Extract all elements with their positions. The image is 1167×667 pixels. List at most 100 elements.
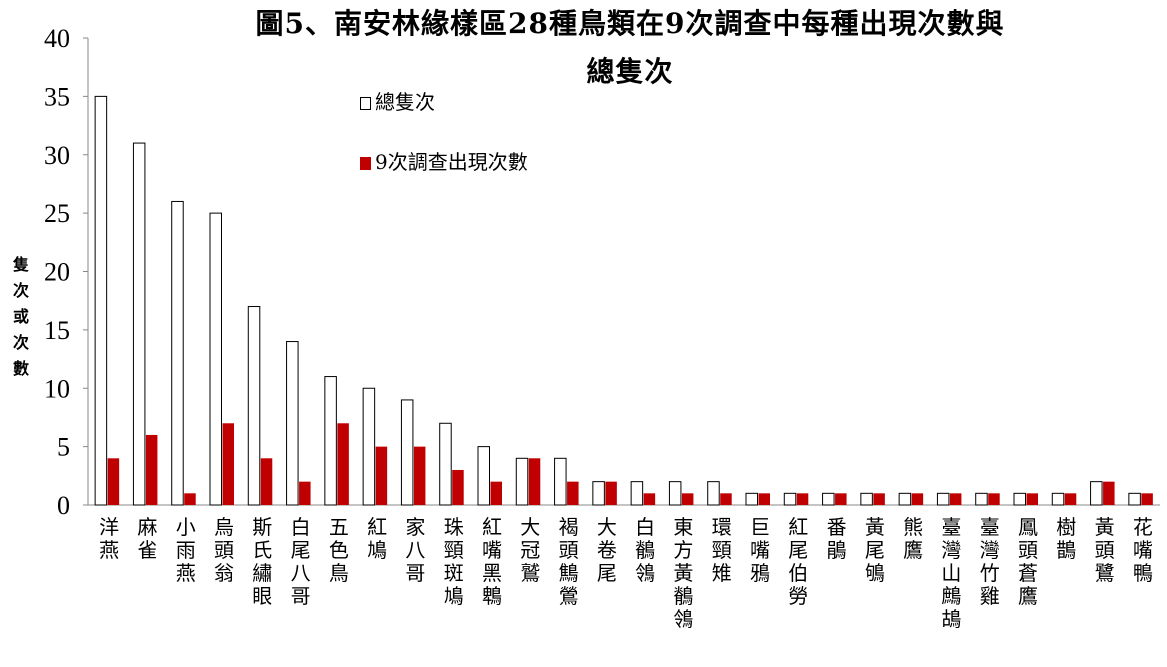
bar-total bbox=[1051, 492, 1065, 506]
bar-total bbox=[975, 492, 988, 506]
x-tick-label-char: 尾 bbox=[788, 538, 808, 562]
x-tick-label-char: 頭 bbox=[1018, 538, 1038, 562]
x-tick-label-char: 紅 bbox=[788, 515, 808, 539]
bar-total bbox=[860, 492, 873, 506]
x-tick-label-char: 八 bbox=[405, 538, 425, 562]
bar-total bbox=[439, 422, 452, 506]
x-tick-label-char: 鴨 bbox=[1133, 561, 1153, 585]
y-tick-label: 5 bbox=[57, 433, 70, 462]
bar-total bbox=[515, 457, 529, 506]
x-tick-label-char: 黃 bbox=[673, 561, 693, 585]
x-tick-label-char: 嘴 bbox=[750, 538, 770, 562]
x-tick-label-char: 鴒 bbox=[635, 561, 655, 585]
x-tick-label-char: 紅 bbox=[482, 515, 502, 539]
x-tick-label-char: 花 bbox=[1133, 515, 1153, 539]
x-tick-label-char: 鷦 bbox=[559, 561, 579, 585]
y-tick-label: 15 bbox=[44, 316, 70, 345]
x-tick-label-char: 頭 bbox=[214, 538, 234, 562]
x-tick-label-char: 灣 bbox=[941, 538, 961, 562]
bar-occurrence bbox=[988, 493, 1000, 505]
x-tick-label-char: 鷹 bbox=[903, 538, 923, 562]
bar-occurrence bbox=[337, 423, 349, 505]
x-tick-label-char: 頭 bbox=[559, 538, 579, 562]
x-tick-label-char: 鷓 bbox=[941, 584, 961, 608]
x-tick-label-char: 鵑 bbox=[827, 538, 847, 562]
x-tick-label-char: 嘴 bbox=[482, 538, 502, 562]
x-tick-label-char: 鴝 bbox=[865, 561, 885, 585]
y-tick-label: 40 bbox=[44, 24, 70, 53]
bar-occurrence bbox=[452, 469, 464, 505]
y-tick-label: 10 bbox=[44, 374, 70, 403]
x-tick-label-char: 鴣 bbox=[941, 607, 961, 631]
x-tick-label-char: 雀 bbox=[137, 538, 157, 562]
x-tick-label-char: 黃 bbox=[865, 515, 885, 539]
bar-total bbox=[668, 481, 682, 506]
bar-occurrence bbox=[107, 458, 120, 505]
x-tick-label-char: 東 bbox=[673, 515, 693, 539]
x-tick-label-char: 雨 bbox=[176, 538, 196, 562]
bar-occurrence bbox=[1103, 481, 1115, 505]
bar-occurrence bbox=[184, 493, 196, 505]
x-tick-label-char: 五 bbox=[329, 515, 349, 539]
bar-total bbox=[171, 200, 184, 506]
bar-total bbox=[209, 212, 222, 506]
x-tick-label-char: 蒼 bbox=[1018, 561, 1038, 585]
x-tick-label-char: 頸 bbox=[712, 538, 732, 562]
x-tick-label-char: 白 bbox=[291, 515, 311, 539]
x-tick-label-char: 麻 bbox=[137, 515, 157, 539]
x-tick-label-char: 褐 bbox=[559, 515, 579, 539]
x-tick-label-char: 氏 bbox=[252, 538, 272, 562]
x-tick-label-char: 山 bbox=[941, 561, 961, 585]
legend-label-total: 總隻次 bbox=[375, 90, 435, 114]
bar-occurrence bbox=[720, 493, 732, 505]
legend-label-occurrence: 9次調查出現次數 bbox=[375, 150, 528, 174]
bar-total bbox=[1090, 481, 1103, 506]
y-axis-label-char: 數 bbox=[12, 359, 29, 378]
bar-total bbox=[592, 481, 605, 506]
x-tick-label-char: 環 bbox=[712, 515, 732, 539]
x-tick-label-char: 樹 bbox=[1056, 515, 1076, 539]
legend-item-occurrence: 9次調查出現次數 bbox=[360, 146, 528, 175]
y-tick-label: 0 bbox=[57, 491, 70, 520]
x-tick-label-char: 鷹 bbox=[1018, 584, 1038, 608]
bar-total bbox=[477, 446, 490, 506]
y-tick-label: 20 bbox=[44, 258, 70, 287]
x-tick-label-char: 臺 bbox=[980, 515, 1000, 539]
x-tick-label-char: 翁 bbox=[214, 561, 234, 585]
bar-total bbox=[1128, 492, 1141, 506]
bar-total bbox=[286, 341, 299, 506]
x-tick-label-char: 鴒 bbox=[673, 607, 693, 631]
bar-total bbox=[400, 399, 414, 506]
bar-total bbox=[745, 492, 758, 506]
x-tick-label-char: 竹 bbox=[980, 561, 1000, 585]
x-tick-label-char: 烏 bbox=[214, 515, 234, 539]
y-axis-label-char: 或 bbox=[12, 307, 29, 326]
x-tick-label-char: 色 bbox=[329, 538, 349, 562]
y-tick-label: 25 bbox=[44, 199, 70, 228]
x-tick-label-char: 尾 bbox=[597, 561, 617, 585]
x-tick-label-char: 珠 bbox=[444, 515, 464, 539]
bar-total bbox=[1013, 492, 1026, 506]
bar-occurrence bbox=[949, 493, 962, 505]
x-tick-label-char: 伯 bbox=[788, 561, 808, 585]
x-tick-label-char: 卷 bbox=[597, 538, 617, 562]
bar-occurrence bbox=[222, 423, 234, 505]
y-axis-label-char: 次 bbox=[12, 281, 29, 300]
x-tick-label-char: 巨 bbox=[750, 515, 770, 539]
x-tick-label-char: 頸 bbox=[444, 538, 464, 562]
bar-occurrence bbox=[643, 493, 656, 505]
bar-total bbox=[94, 95, 108, 506]
x-tick-label-char: 鴉 bbox=[750, 561, 770, 585]
bar-occurrence bbox=[758, 493, 770, 505]
bar-occurrence bbox=[375, 446, 388, 505]
x-tick-label-char: 方 bbox=[673, 538, 693, 562]
bar-total bbox=[247, 306, 261, 506]
legend-item-total: 總隻次 bbox=[360, 86, 435, 115]
x-tick-label-char: 灣 bbox=[980, 538, 1000, 562]
x-tick-label-char: 臺 bbox=[941, 515, 961, 539]
x-tick-label-char: 家 bbox=[405, 515, 425, 539]
bar-occurrence bbox=[145, 434, 158, 505]
x-tick-label-char: 番 bbox=[827, 515, 847, 539]
x-tick-label-char: 冠 bbox=[520, 538, 540, 562]
